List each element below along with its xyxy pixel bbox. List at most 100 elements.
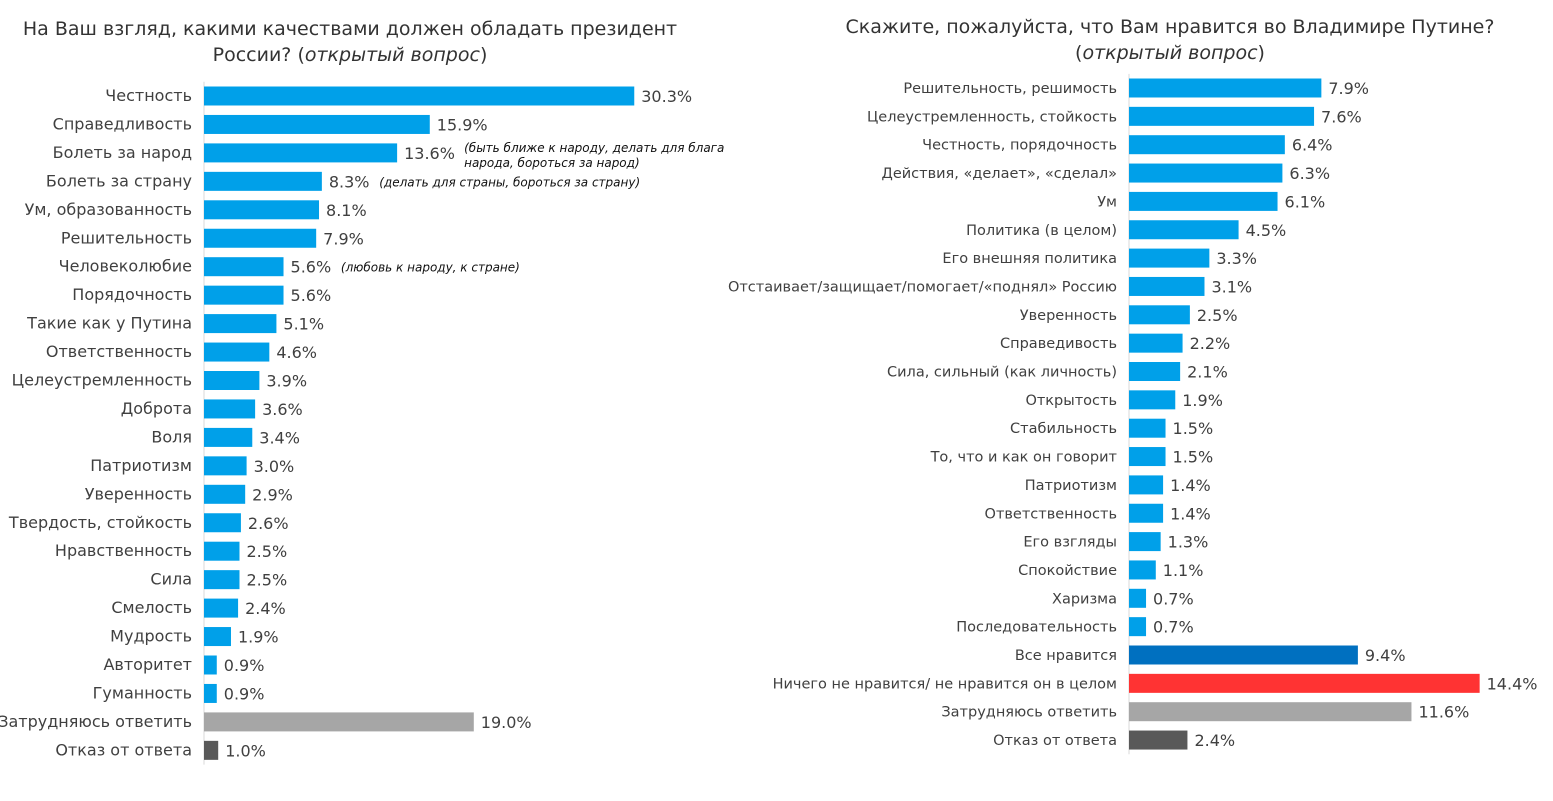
- left-chart-title-text: На Ваш взгляд, какими качествами должен …: [22, 18, 678, 66]
- right-category-label: Отстаивает/защищает/помогает/«поднял» Ро…: [728, 279, 1117, 295]
- right-category-label: Отказ от ответа: [993, 733, 1117, 749]
- right-bar: [1129, 248, 1210, 268]
- right-value-label: 7.9%: [1328, 79, 1369, 98]
- right-value-label: 3.3%: [1216, 249, 1257, 268]
- right-bar: [1129, 390, 1176, 410]
- left-value-label: 15.9%: [437, 115, 488, 134]
- left-category-label: Болеть за народ: [53, 143, 192, 162]
- left-bar: [204, 513, 241, 533]
- right-value-label: 6.3%: [1289, 164, 1330, 183]
- right-category-label: Стабильность: [1010, 421, 1117, 437]
- left-value-label: 8.3%: [329, 172, 370, 191]
- right-category-label: Ничего не нравится/ не нравится он в цел…: [773, 676, 1117, 692]
- left-category-label: Смелость: [111, 598, 192, 617]
- left-value-label: 2.6%: [248, 514, 289, 533]
- right-chart-title-note: открытый вопрос: [1082, 42, 1258, 64]
- left-annotation: (быть ближе к народу, делать для блага: [464, 141, 724, 155]
- left-value-label: 13.6%: [404, 144, 455, 163]
- left-value-label: 1.9%: [238, 628, 279, 647]
- right-bar: [1129, 702, 1412, 722]
- left-category-label: Решительность: [61, 228, 192, 247]
- right-category-label: Патриотизм: [1025, 478, 1117, 494]
- right-value-label: 1.4%: [1170, 476, 1211, 495]
- right-category-label: Последовательность: [956, 620, 1117, 636]
- left-bar: [204, 740, 219, 760]
- left-value-label: 5.6%: [291, 286, 332, 305]
- right-bar: [1129, 333, 1183, 353]
- left-value-label: 0.9%: [224, 656, 265, 675]
- right-value-label: 14.4%: [1487, 674, 1538, 693]
- left-bar-chart: Честность 30.3% Справедливость 15.9% Болеть …: [0, 81, 724, 765]
- left-bar: [204, 86, 635, 106]
- left-value-label: 3.4%: [259, 428, 300, 447]
- left-bar: [204, 399, 256, 419]
- left-category-label: Целеустремленность: [12, 371, 192, 390]
- left-bar: [204, 570, 240, 590]
- right-value-label: 11.6%: [1418, 703, 1469, 722]
- left-bar: [204, 371, 260, 390]
- right-bar: [1129, 220, 1239, 240]
- right-category-label: То, что и как он говорит: [930, 450, 1118, 466]
- left-value-label: 2.5%: [247, 571, 288, 590]
- left-bar: [204, 427, 253, 447]
- left-bar: [204, 114, 430, 134]
- right-bar-chart: Решительность, решимость 7.9% Целеустремле…: [728, 73, 1538, 755]
- right-bar: [1129, 447, 1166, 467]
- right-value-label: 6.4%: [1292, 136, 1333, 155]
- left-category-label: Отказ от ответа: [55, 740, 192, 759]
- left-bar: [204, 598, 239, 618]
- right-value-label: 0.7%: [1153, 589, 1194, 608]
- right-category-label: Ответственность: [985, 506, 1117, 522]
- right-bar: [1129, 532, 1161, 552]
- right-category-label: Сила, сильный (как личность): [887, 365, 1117, 381]
- left-bar: [204, 655, 217, 675]
- left-bar: [204, 683, 217, 703]
- right-category-label: Спокойствие: [1018, 563, 1117, 579]
- right-bar: [1129, 418, 1166, 438]
- right-category-label: Уверенность: [1020, 308, 1117, 324]
- right-value-label: 1.9%: [1182, 391, 1223, 410]
- right-category-label: Открытость: [1025, 393, 1117, 409]
- left-category-label: Такие как у Путина: [26, 314, 192, 333]
- right-category-label: Справедивость: [1000, 336, 1117, 352]
- right-value-label: 2.5%: [1197, 306, 1238, 325]
- left-chart-title-note: открытый вопрос: [304, 44, 480, 66]
- left-category-label: Авторитет: [103, 655, 192, 674]
- right-bar: [1129, 78, 1322, 98]
- left-category-label: Гуманность: [93, 683, 192, 702]
- right-category-label: Ум: [1097, 194, 1117, 210]
- right-value-label: 0.7%: [1153, 618, 1194, 637]
- right-value-label: 1.3%: [1168, 533, 1209, 552]
- right-bar: [1129, 191, 1278, 211]
- right-bar: [1129, 673, 1480, 693]
- left-chart-title: На Ваш взгляд, какими качествами должен …: [22, 18, 678, 66]
- left-category-label: Доброта: [121, 399, 192, 418]
- right-value-label: 2.4%: [1194, 731, 1235, 750]
- right-chart-title-text: Скажите, пожалуйста, что Вам нравится во…: [845, 16, 1495, 38]
- right-bar: [1129, 305, 1190, 325]
- right-value-label: 4.5%: [1246, 221, 1287, 240]
- left-value-label: 2.4%: [245, 599, 286, 618]
- right-category-label: Затрудняюсь ответить: [941, 705, 1117, 721]
- right-bar: [1129, 730, 1188, 750]
- right-value-label: 2.2%: [1190, 334, 1231, 353]
- left-bar: [204, 200, 320, 220]
- left-value-label: 2.9%: [252, 485, 293, 504]
- left-bar: [204, 627, 231, 647]
- right-bar: [1129, 645, 1358, 665]
- left-category-label: Твердость, стойкость: [8, 513, 192, 532]
- right-category-label: Его внешняя политика: [942, 251, 1117, 267]
- left-value-label: 8.1%: [326, 201, 367, 220]
- right-category-label: Все нравится: [1015, 648, 1117, 664]
- left-value-label: 30.3%: [641, 87, 692, 106]
- right-chart-title: Скажите, пожалуйста, что Вам нравится во…: [845, 16, 1495, 64]
- left-category-label: Ответственность: [46, 342, 192, 361]
- left-value-label: 19.0%: [481, 713, 532, 732]
- right-category-label: Его взгляды: [1023, 535, 1117, 551]
- left-value-label: 3.0%: [254, 457, 295, 476]
- right-category-label: Политика (в целом): [966, 223, 1117, 239]
- left-value-label: 4.6%: [276, 343, 317, 362]
- left-bar: [204, 228, 317, 248]
- left-value-label: 5.6%: [291, 258, 332, 277]
